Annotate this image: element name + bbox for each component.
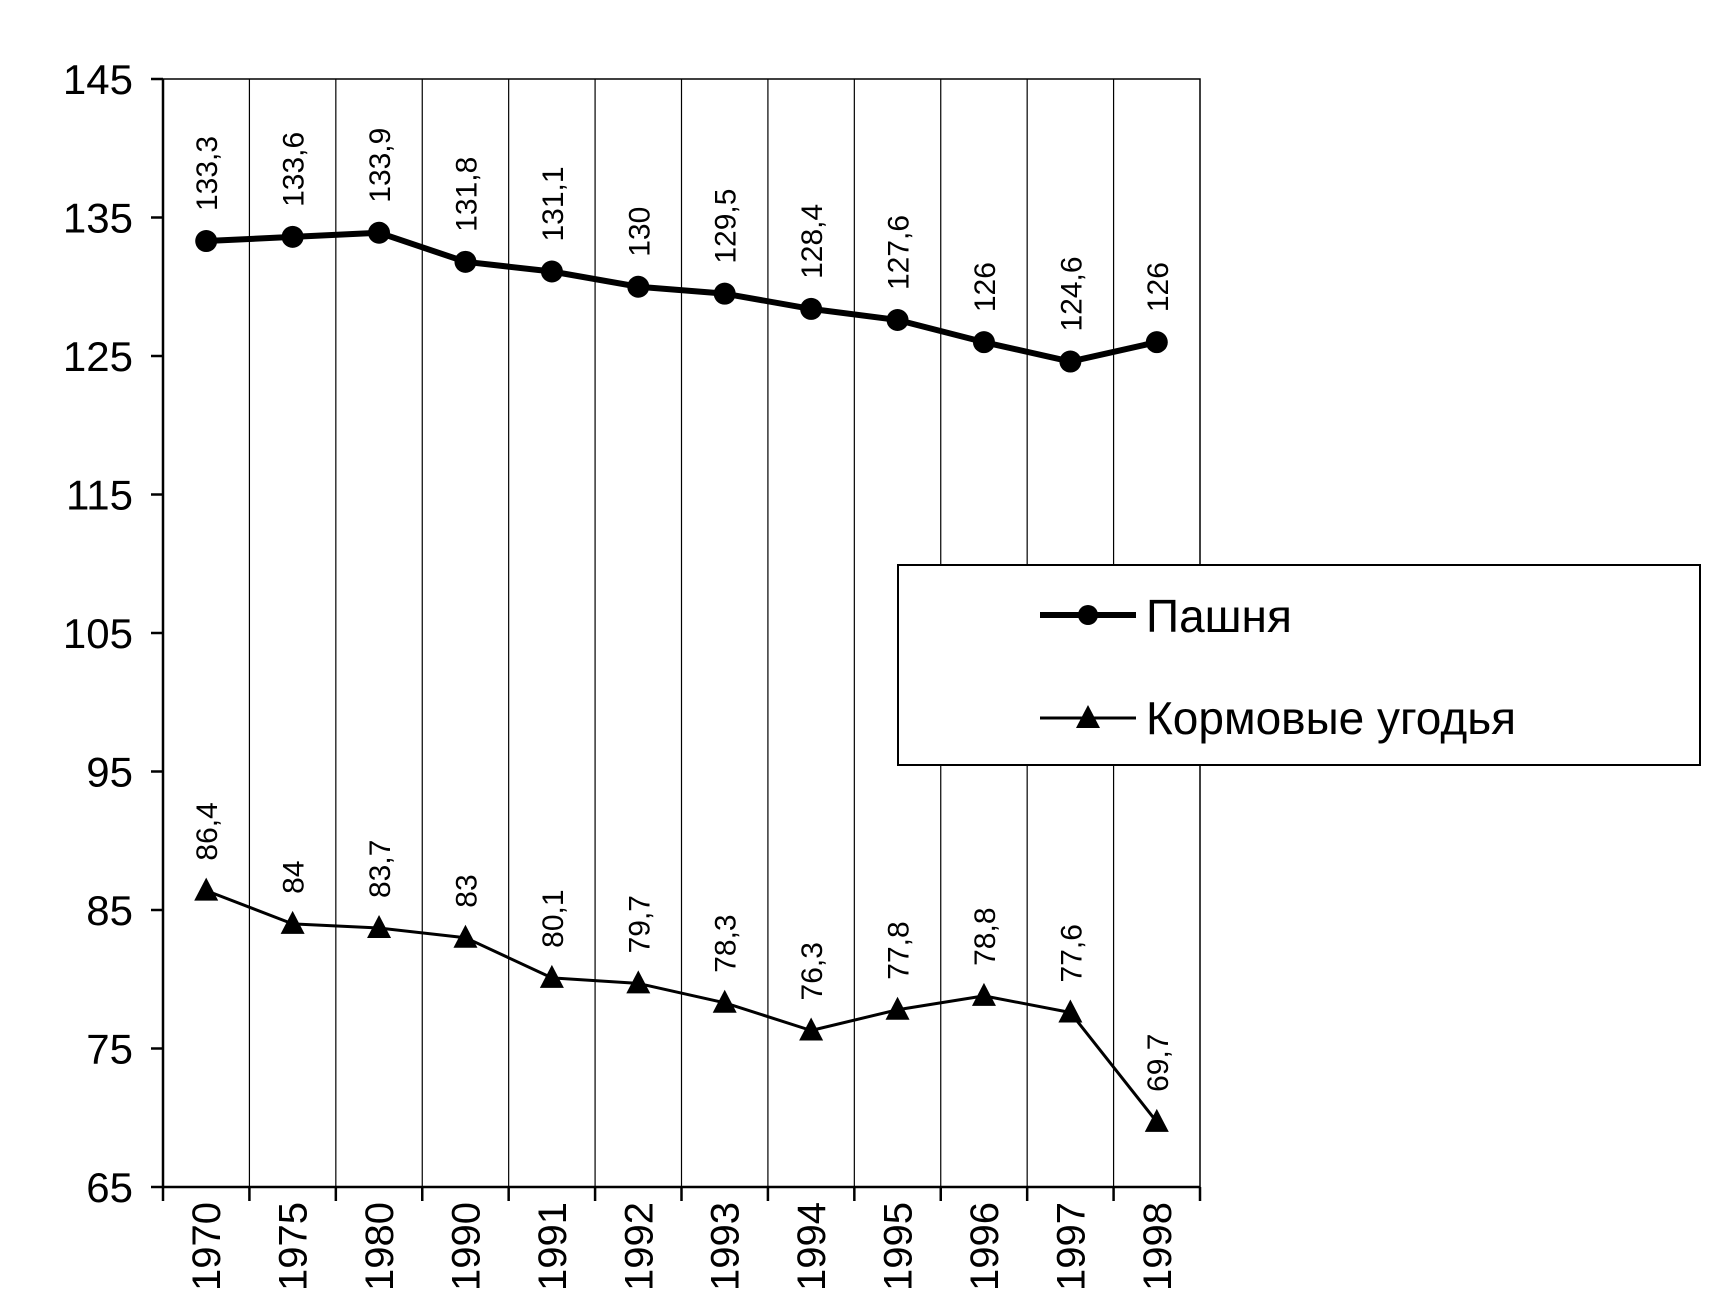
- data-point-triangle: [194, 877, 219, 901]
- x-tick-label: 1998: [1136, 1202, 1180, 1291]
- data-point-circle: [713, 282, 736, 305]
- data-point-circle: [886, 308, 909, 331]
- data-point-triangle: [367, 915, 392, 939]
- data-label: 86,4: [191, 802, 224, 860]
- y-tick-label: 145: [63, 56, 133, 103]
- data-label: 84: [278, 860, 311, 893]
- data-point-circle: [195, 230, 218, 253]
- x-tick-label: 1991: [531, 1202, 575, 1291]
- data-label: 131,8: [450, 157, 483, 232]
- y-tick-label: 105: [63, 610, 133, 657]
- data-point-circle: [800, 297, 823, 320]
- y-tick-label: 95: [86, 749, 133, 796]
- data-label: 127,6: [883, 215, 916, 290]
- y-tick-label: 75: [86, 1026, 133, 1073]
- data-label: 133,3: [191, 136, 224, 211]
- x-tick-label: 1997: [1049, 1202, 1093, 1291]
- y-axis-ticks: 145 135 125 115 105 95 85 75 65: [63, 56, 163, 1211]
- y-tick-label: 65: [86, 1164, 133, 1211]
- data-label: 83,7: [364, 840, 397, 898]
- data-label: 77,6: [1055, 924, 1088, 982]
- x-tick-label: 1970: [185, 1202, 229, 1291]
- data-label: 79,7: [623, 895, 656, 953]
- x-tick-label: 1995: [877, 1202, 921, 1291]
- legend: Пашня Кормовые угодья: [897, 564, 1701, 766]
- data-label: 77,8: [883, 921, 916, 979]
- x-tick-label: 1980: [358, 1202, 402, 1291]
- data-label: 131,1: [537, 166, 570, 241]
- data-point-triangle: [885, 996, 910, 1020]
- legend-label-series1: Пашня: [1146, 590, 1292, 642]
- series-line-1: [206, 229, 1158, 365]
- data-point-triangle: [539, 964, 564, 988]
- legend-marker-circle-icon: [1078, 605, 1098, 625]
- data-label: 69,7: [1142, 1034, 1175, 1092]
- legend-marker-triangle-icon: [1076, 705, 1100, 728]
- data-label: 128,4: [796, 204, 829, 279]
- series-line-2: [205, 889, 1158, 1123]
- data-label: 78,8: [969, 907, 1002, 965]
- series: [194, 221, 1169, 1132]
- x-tick-label: 1990: [444, 1202, 488, 1291]
- data-point-triangle: [712, 989, 737, 1013]
- y-tick-label: 135: [63, 195, 133, 242]
- data-point-triangle: [453, 924, 478, 948]
- data-point-triangle: [971, 982, 996, 1006]
- legend-box: [897, 564, 1701, 766]
- data-label: 83: [450, 874, 483, 907]
- data-label: 124,6: [1055, 256, 1088, 331]
- data-label: 129,5: [710, 189, 743, 264]
- data-label: 126: [969, 262, 1002, 312]
- data-label: 78,3: [710, 914, 743, 972]
- data-point-triangle: [280, 910, 305, 934]
- y-tick-label: 115: [66, 472, 133, 519]
- data-label: 126: [1142, 262, 1175, 312]
- legend-label-series2: Кормовые угодья: [1146, 692, 1516, 744]
- data-point-circle: [540, 260, 563, 283]
- y-tick-label: 125: [63, 333, 133, 380]
- x-tick-label: 1992: [617, 1202, 661, 1291]
- x-tick-label: 1975: [272, 1202, 316, 1291]
- data-label: 133,6: [278, 132, 311, 207]
- data-point-triangle: [626, 970, 651, 994]
- x-tick-label: 1996: [963, 1202, 1007, 1291]
- x-axis-ticks: 1970 1975 1980 1990 1991 1992 1993 1994 1995 1996…: [161, 1187, 1202, 1291]
- data-label: 80,1: [537, 889, 570, 947]
- data-point-triangle: [1058, 999, 1083, 1023]
- data-point-triangle: [1144, 1108, 1169, 1132]
- data-point-circle: [972, 331, 995, 354]
- data-point-circle: [1059, 350, 1082, 373]
- data-point-circle: [454, 250, 477, 273]
- data-point-circle: [1145, 331, 1168, 354]
- data-label: 130: [623, 207, 656, 257]
- data-label: 76,3: [796, 942, 829, 1000]
- data-labels: 133,3 133,6 133,9 131,8 131,1 130 129,5 128,4 12…: [191, 128, 1175, 1092]
- y-tick-label: 85: [86, 887, 133, 934]
- data-point-triangle: [799, 1017, 824, 1041]
- data-point-circle: [627, 275, 650, 298]
- x-tick-label: 1994: [790, 1202, 834, 1291]
- data-label: 133,9: [364, 128, 397, 203]
- data-point-circle: [281, 225, 304, 248]
- data-point-circle: [368, 221, 391, 244]
- x-tick-label: 1993: [704, 1202, 748, 1291]
